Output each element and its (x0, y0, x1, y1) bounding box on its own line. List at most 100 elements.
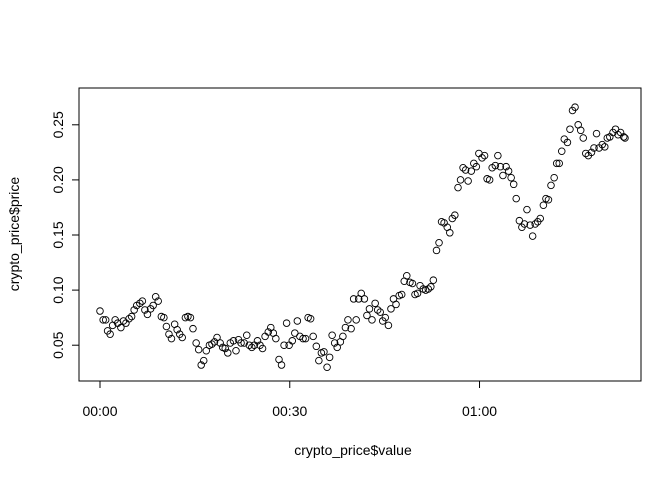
data-point (408, 279, 417, 288)
data-point (194, 345, 203, 354)
y-tick-label: 0.05 (50, 331, 66, 358)
data-point (424, 285, 433, 293)
data-point (555, 159, 563, 168)
data-point (141, 306, 149, 314)
data-point (496, 162, 505, 171)
data-point (309, 332, 317, 341)
data-point (403, 272, 411, 280)
data-point (429, 276, 438, 284)
data-point (189, 324, 197, 333)
data-point (301, 334, 310, 343)
x-axis-title: crypto_price$value (294, 442, 412, 458)
data-point (464, 177, 472, 185)
data-point (165, 330, 173, 338)
data-point (432, 246, 441, 255)
data-point (454, 183, 462, 192)
data-point (397, 290, 406, 299)
data-point (601, 143, 609, 151)
data-point (520, 220, 529, 228)
data-point (566, 125, 574, 133)
data-point (117, 323, 125, 332)
data-point (461, 166, 470, 174)
x-tick-label: 01:00 (462, 403, 497, 419)
data-point (264, 328, 273, 336)
data-point (446, 229, 454, 237)
data-point (242, 331, 251, 340)
data-point (245, 341, 254, 349)
data-point (563, 138, 572, 147)
data-point (330, 339, 339, 347)
data-point (208, 340, 216, 348)
data-point (363, 311, 371, 320)
data-point (160, 313, 168, 322)
data-point (199, 356, 208, 365)
y-tick-label: 0.25 (50, 111, 66, 138)
data-point (576, 126, 585, 135)
data-point (451, 211, 459, 219)
data-point (544, 195, 553, 204)
y-tick-label: 0.20 (50, 166, 66, 193)
data-point (344, 316, 352, 324)
data-point (413, 289, 422, 298)
data-point (349, 295, 358, 303)
data-point (277, 361, 286, 369)
data-point (127, 312, 136, 321)
data-point (328, 331, 336, 340)
data-point (547, 181, 555, 190)
data-point (381, 313, 390, 322)
data-point (582, 149, 590, 158)
x-tick-label: 00:30 (272, 403, 307, 419)
data-point (315, 356, 323, 365)
data-point (357, 289, 365, 298)
y-tick-label: 0.15 (50, 221, 66, 248)
data-point (192, 339, 200, 347)
data-point (232, 346, 240, 355)
data-point (459, 164, 467, 172)
data-point (320, 348, 328, 356)
data-point (371, 299, 379, 308)
data-point (523, 205, 531, 214)
data-point (552, 159, 561, 168)
data-point (392, 300, 400, 309)
data-point (598, 140, 606, 149)
data-point (178, 333, 186, 342)
data-point (467, 167, 476, 175)
data-point (550, 173, 558, 182)
data-point (202, 346, 211, 355)
data-point (224, 349, 232, 357)
data-point (272, 334, 280, 343)
data-point (579, 134, 588, 142)
data-point (526, 221, 534, 229)
data-point (186, 313, 195, 322)
x-axis: 00:00 00:30 01:00 (82, 380, 497, 419)
data-point (606, 133, 614, 141)
data-point (323, 363, 331, 371)
data-point (213, 333, 221, 342)
data-point (130, 306, 138, 314)
data-point (472, 162, 481, 171)
data-point (293, 317, 302, 325)
data-point (360, 295, 369, 303)
data-point (531, 220, 539, 228)
data-point (173, 326, 181, 334)
data-point (485, 176, 494, 184)
data-point (325, 353, 334, 362)
data-point (162, 322, 171, 331)
data-point (154, 297, 162, 305)
data-point (151, 292, 160, 301)
data-point (368, 316, 376, 324)
data-point (504, 167, 513, 175)
data-points (96, 103, 629, 371)
data-point (106, 330, 114, 338)
data-point (507, 173, 515, 182)
data-point (499, 171, 507, 180)
data-point (280, 341, 288, 349)
data-point (138, 297, 147, 305)
data-point (237, 339, 245, 347)
y-axis: 0.05 0.10 0.15 0.20 0.25 (50, 111, 80, 359)
data-point (376, 308, 384, 316)
data-point (590, 144, 598, 152)
data-point (387, 305, 395, 313)
data-point (125, 315, 133, 323)
plot-frame (78, 87, 642, 382)
